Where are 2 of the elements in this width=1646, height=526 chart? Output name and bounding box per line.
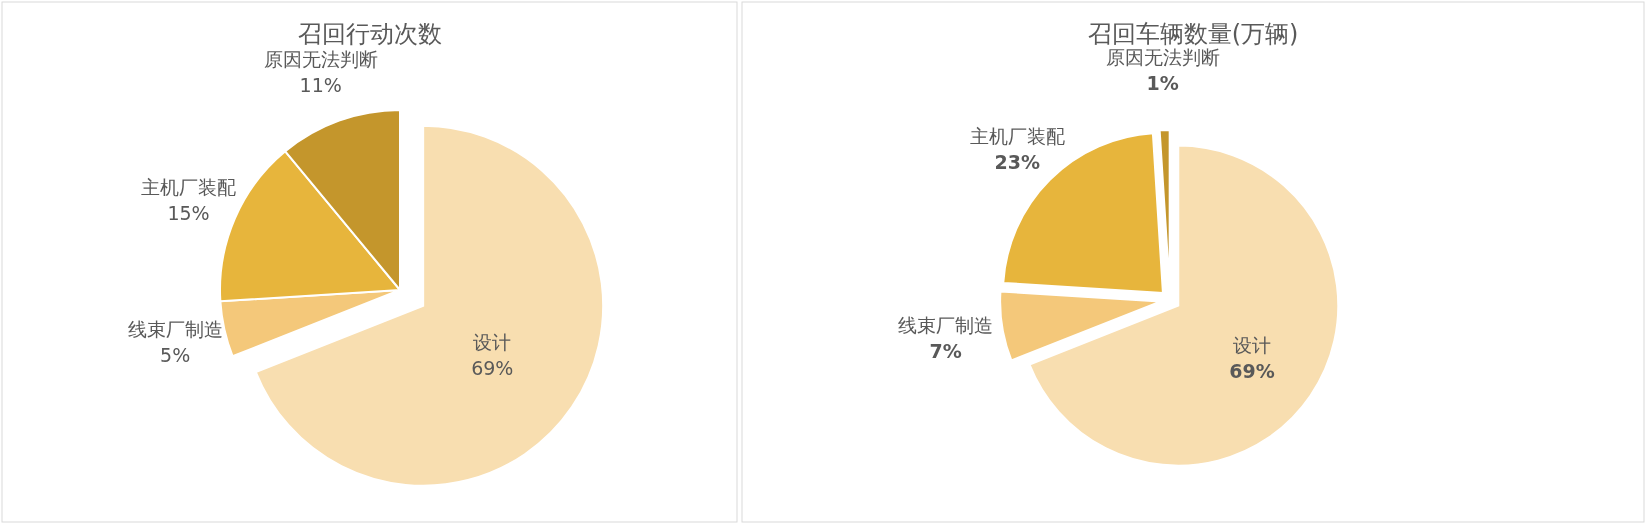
title: 召回车辆数量(万辆) (1087, 20, 1299, 48)
title: 召回行动次数 (297, 20, 442, 48)
